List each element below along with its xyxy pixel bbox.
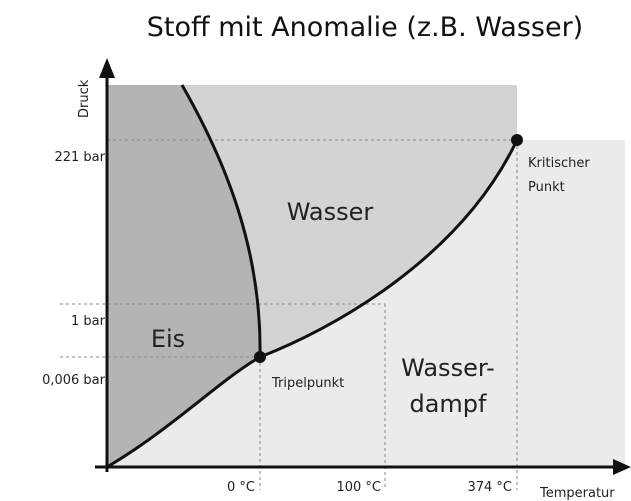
y-label: Druck xyxy=(77,79,92,118)
x-arrow xyxy=(613,459,631,475)
y-tick: 221 bar xyxy=(54,150,105,165)
triple-point xyxy=(254,351,266,363)
x-tick: 0 °C xyxy=(227,480,255,495)
title: Stoff mit Anomalie (z.B. Wasser) xyxy=(147,12,583,43)
x-label: Temperatur xyxy=(539,486,615,501)
y-tick: 0,006 bar xyxy=(42,373,106,388)
x-tick: 374 °C xyxy=(467,480,512,495)
point-label: Punkt xyxy=(528,180,565,195)
melting-curve xyxy=(180,84,262,358)
region-label: dampf xyxy=(409,390,487,418)
x-tick: 100 °C xyxy=(336,480,381,495)
critical-point xyxy=(511,134,523,146)
point-label: Kritischer xyxy=(528,156,590,171)
region-label: Wasser xyxy=(287,198,374,226)
region-label: Eis xyxy=(151,325,185,353)
y-tick: 1 bar xyxy=(71,314,106,329)
guides xyxy=(60,139,518,490)
y-arrow xyxy=(99,58,115,78)
point-label: Tripelpunkt xyxy=(271,376,344,391)
region-label: Wasser- xyxy=(401,354,495,382)
vapor-curve xyxy=(106,139,519,469)
ice-region xyxy=(107,85,261,467)
